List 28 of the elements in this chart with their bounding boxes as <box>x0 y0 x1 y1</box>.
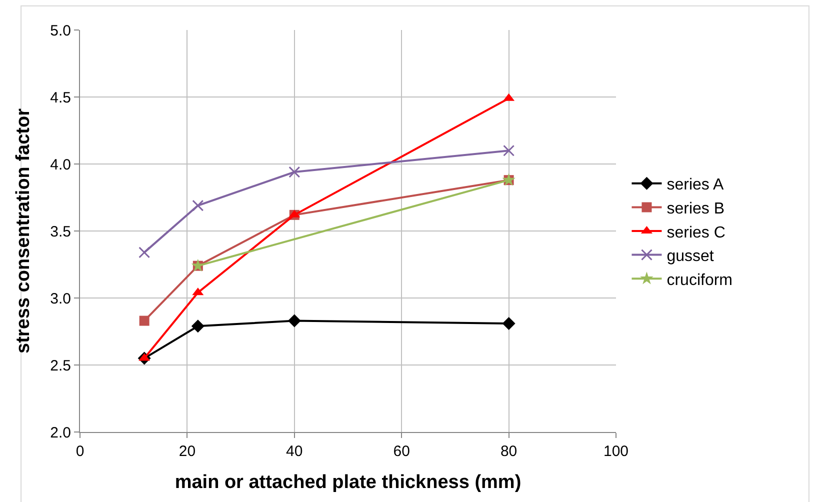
legend-label: series A <box>666 176 724 194</box>
x-tick-label: 0 <box>76 443 84 460</box>
y-tick-label: 2.0 <box>50 424 71 442</box>
x-tick-label: 60 <box>393 443 410 460</box>
point <box>192 200 204 212</box>
legend-label: cruciform <box>666 272 732 289</box>
point <box>288 166 300 178</box>
point <box>502 316 516 330</box>
x-tick-label: 100 <box>603 443 629 460</box>
y-tick-label: 3.0 <box>50 290 71 308</box>
point <box>503 144 515 156</box>
y-tick-label: 5.0 <box>50 22 71 40</box>
legend-label: series B <box>666 200 725 218</box>
x-tick-label: 40 <box>286 443 303 460</box>
y-axis-title: stress consentration factor <box>12 108 34 354</box>
legend-label: gusset <box>666 248 714 266</box>
y-tick-label: 2.5 <box>50 357 71 374</box>
legend-label: series C <box>666 224 726 242</box>
x-axis-title: main or attached plate thickness (mm) <box>174 472 522 493</box>
point <box>191 320 204 333</box>
point <box>288 314 301 328</box>
y-tick-label: 3.5 <box>50 223 71 240</box>
y-tick-label: 4.0 <box>50 156 71 174</box>
x-tick-label: 80 <box>500 443 518 460</box>
y-tick-label: 4.5 <box>50 89 71 106</box>
point <box>138 246 150 258</box>
point <box>139 316 150 326</box>
x-tick-label: 20 <box>178 443 196 460</box>
